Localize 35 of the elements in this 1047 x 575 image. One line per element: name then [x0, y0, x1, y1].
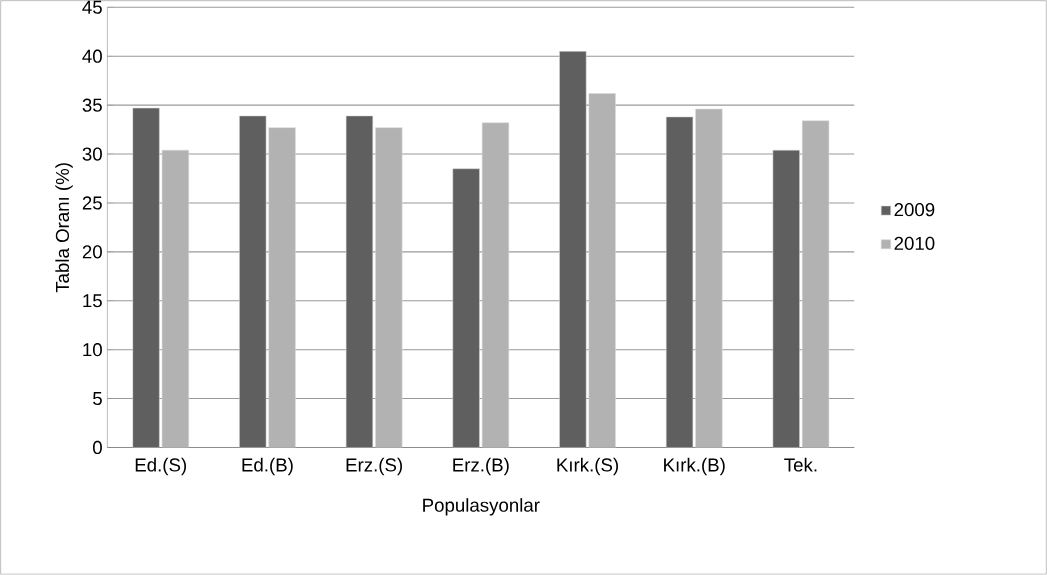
x-tick-label: Erz.(S)	[346, 457, 403, 476]
legend-label: 2010	[894, 236, 935, 251]
y-axis-title: Tabla Oranı (%)	[55, 163, 73, 293]
bar	[161, 149, 189, 448]
y-tick-label: 30	[82, 147, 102, 161]
y-tick-label: 10	[83, 343, 102, 357]
x-axis-title: Populasyonlar	[423, 498, 540, 516]
bar	[132, 107, 160, 448]
bar	[452, 168, 480, 448]
y-tick-label: 45	[82, 0, 102, 14]
bar	[481, 122, 510, 448]
y-tick-label: 5	[93, 392, 102, 406]
y-tick-label: 40	[82, 49, 102, 63]
bar	[588, 93, 616, 448]
x-tick-label: Tek.	[784, 457, 817, 472]
bar	[801, 120, 830, 448]
bar	[559, 51, 587, 448]
legend-label: 2009	[894, 203, 935, 217]
bar	[345, 115, 374, 448]
x-tick-label: Erz.(B)	[453, 457, 509, 476]
bar	[239, 115, 267, 448]
y-tick-label: 25	[82, 196, 102, 210]
x-tick-label: Ed.(S)	[135, 457, 187, 476]
y-tick-label: 15	[83, 294, 102, 308]
y-tick-label: 0	[93, 440, 102, 455]
x-tick-label: Ed.(B)	[242, 457, 293, 476]
x-tick-label: Kırk.(B)	[664, 457, 725, 476]
bar	[695, 108, 723, 448]
bar	[772, 149, 800, 448]
y-tick-label: 20	[82, 245, 102, 259]
x-tick-label: Kırk.(S)	[557, 457, 618, 476]
bar	[665, 116, 694, 448]
bar	[268, 127, 296, 448]
y-tick-label: 35	[82, 98, 102, 112]
bar	[375, 127, 403, 448]
